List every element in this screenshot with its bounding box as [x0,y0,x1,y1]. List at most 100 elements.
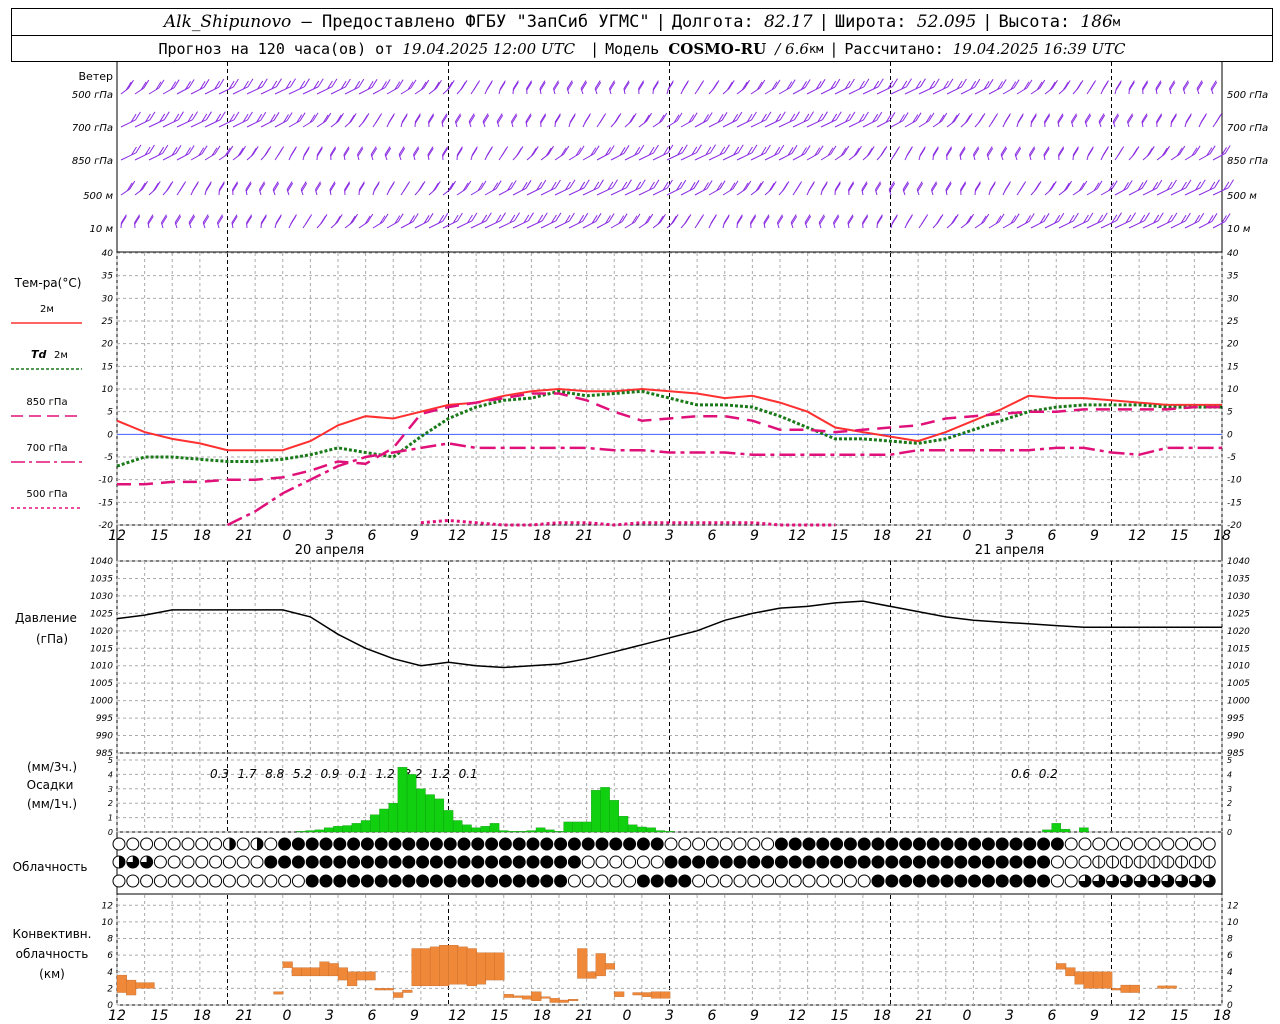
wind-barb-flag [550,181,557,191]
wind-barb [890,112,909,128]
cloud-circle [692,837,706,851]
wind-barb [232,78,254,95]
wind-barb-shaft [190,119,207,128]
precip-bar [554,831,564,833]
wind-barb-shaft [959,154,962,161]
wind-barb-shaft [888,189,892,196]
cloud-circle [374,855,388,869]
wind-barb-shaft [778,119,795,128]
wind-barb [694,214,705,229]
computed-label: Рассчитано: [844,39,944,58]
cloud-symbol [1161,874,1175,888]
wind-barb [638,144,659,161]
cloud-symbol [540,855,554,869]
wind-barb [1044,113,1051,128]
wind-barb-flag [399,147,406,157]
cloud-circle [595,837,609,851]
cloud-circle [319,855,333,869]
press-y-tick-left: 1010 [90,662,113,672]
wind-barb-flag [322,114,329,124]
wind-barb-flag [634,213,641,223]
wind-barb-flag [344,181,351,190]
wind-barb-flag [744,79,750,89]
wind-barb-flag [199,81,206,90]
wind-barb-flag [652,81,659,91]
wind-barb [344,113,357,128]
cloud-symbol [940,837,954,851]
wind-barb-flag [863,78,870,88]
wind-barb-shaft [246,86,263,95]
cloud-circle [581,837,595,851]
wind-barb-flag [833,215,840,225]
wind-barb-flag [261,78,268,88]
wind-barb-flag [887,80,894,90]
cloud-circle [264,855,278,869]
temp-y-tick-right: 40 [1227,249,1239,259]
wind-barb-shaft [1057,121,1060,128]
header-line-1: Alk_Shipunovo – Предоставлено ФГБУ "ЗапС… [11,8,1273,36]
conv-unit: (км) [39,967,65,981]
wind-barb-shaft [916,189,920,196]
cloud-symbol [940,855,954,869]
press-y-tick-right: 1025 [1227,609,1250,619]
cloud-symbol [140,837,154,851]
wind-barb [232,145,246,161]
wind-barb [1210,80,1218,95]
wind-barb [848,145,862,161]
cloud-circle [567,837,581,851]
wind-barb-flag [858,113,865,123]
wind-barb-flag [945,182,952,192]
wind-barb-flag [398,146,405,155]
wind-barb-flag [1023,81,1030,90]
cloud-symbol [153,837,167,851]
cloud-symbol [885,855,899,869]
wind-barb-shaft [1114,220,1131,229]
cloud-symbol [333,874,347,888]
wind-barb-flag [525,114,532,124]
precip-bar [618,816,629,833]
temp-y-tick-right: 30 [1227,294,1239,304]
wind-barb-flag [315,182,322,192]
wind-barb-shaft [806,119,823,128]
wind-barb-flag [991,114,997,124]
cloud-circle [126,837,140,851]
cloud-circle [429,837,443,851]
cloud-symbol [195,855,209,869]
press-y-tick-left: 1040 [90,557,113,567]
wind-barb-flag [1182,80,1189,89]
wind-barb-flag [373,181,380,190]
conv-bar [568,999,579,1001]
conv-bar [356,971,367,981]
wind-barb-flag [712,81,718,91]
cloud-circle [816,874,830,888]
wind-barb-flag [938,114,945,124]
wind-barb-flag [521,182,528,191]
cloud-symbol [1175,837,1189,851]
precip-bar [526,830,537,833]
cloud-circle [885,837,899,851]
temp-series-1 [116,389,1222,468]
cloud-symbol [457,874,471,888]
wind-barb-flag [569,114,576,124]
cloud-symbol [843,837,857,851]
temp-y-tick-left: 10 [102,385,114,395]
wind-barb [343,146,350,161]
wind-barb-flag [499,81,506,91]
wind-barb-flag [343,147,350,157]
cloud-circle [747,874,761,888]
x-tick-label: 15 [831,528,849,544]
wind-barb-flag [1111,214,1118,224]
wind-barb-flag [987,147,994,157]
wind-barb-flag [305,215,312,225]
cloud-circle [1037,855,1051,869]
wind-barb-shaft [512,187,527,196]
wind-barb [258,181,266,196]
wind-barb-flag [635,181,642,191]
cloud-circle [347,874,361,888]
x-tick-label-bottom: 18 [1213,1008,1231,1024]
cloud-circle [222,855,236,869]
wind-barb-flag [579,181,586,191]
wind-barb [428,212,449,229]
wind-barb [847,214,854,229]
temp-y-tick-right: -10 [1227,476,1242,486]
